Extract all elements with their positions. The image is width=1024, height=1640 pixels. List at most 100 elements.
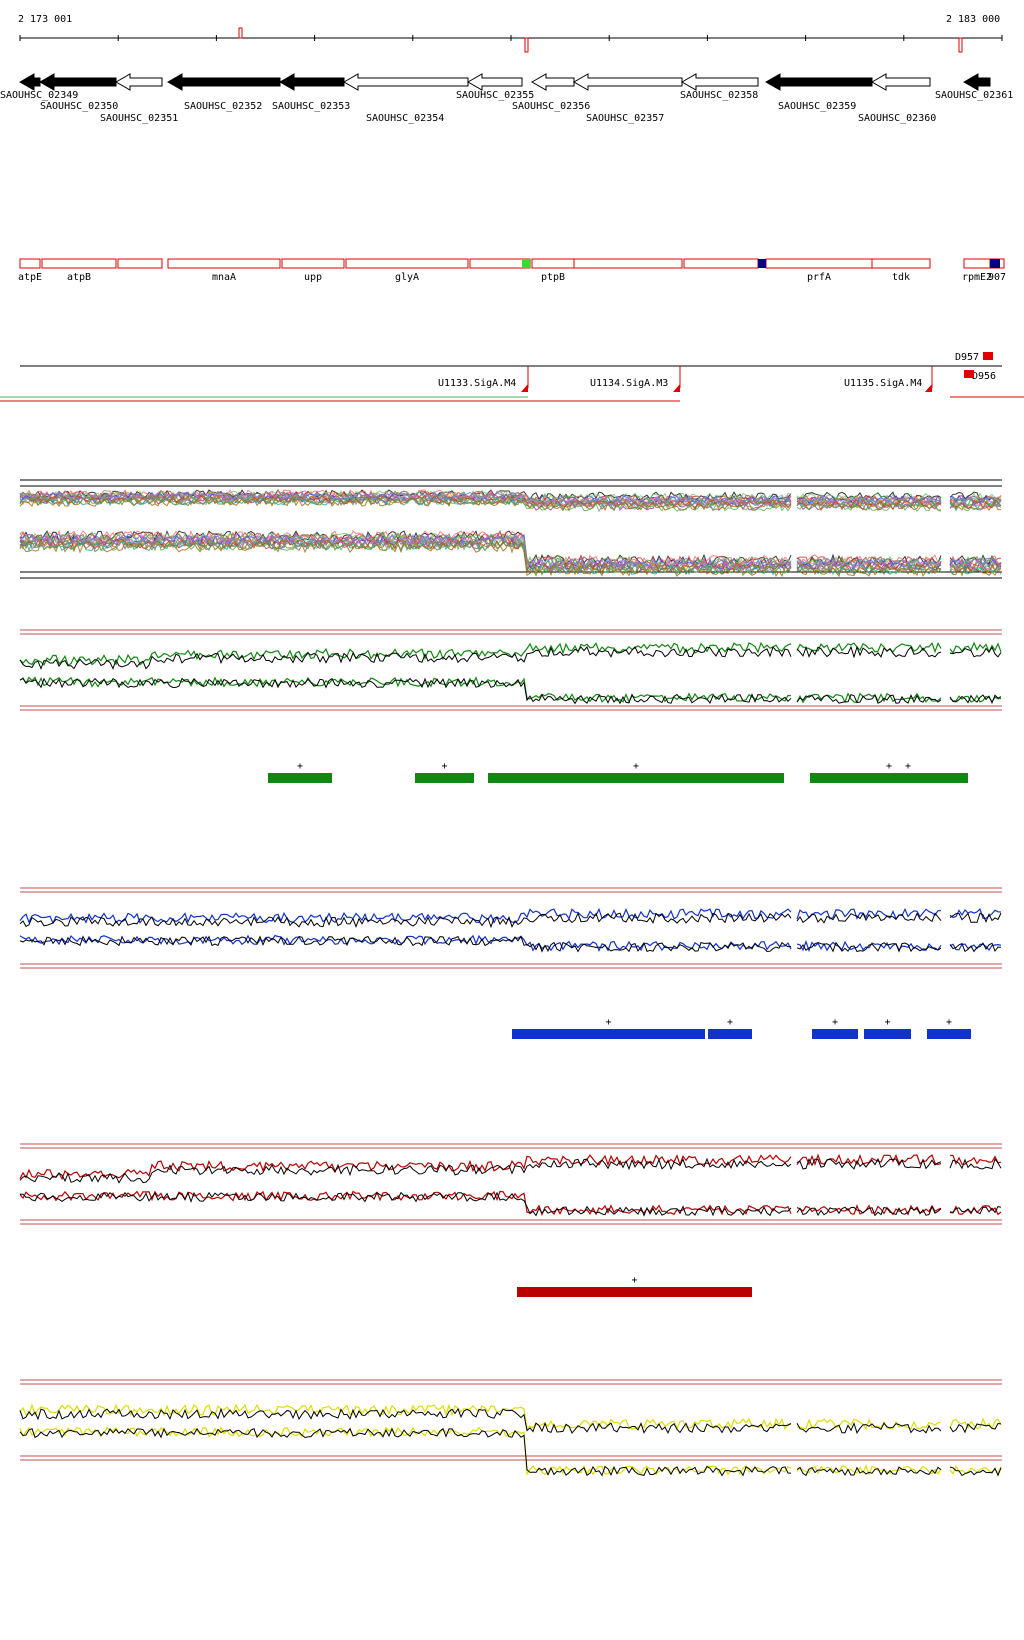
segment-bar	[268, 773, 332, 783]
segment-label: +	[884, 1017, 890, 1028]
gene-arrow	[572, 73, 683, 91]
gene-id-label: SAOUHSC_02351	[100, 113, 178, 124]
profile-line-black	[19, 1427, 1002, 1477]
profile-line-black	[19, 1157, 1002, 1184]
gene-name-label: tdk	[892, 272, 910, 283]
expression-profiles-multi	[19, 479, 1002, 579]
segment-label: +	[832, 1017, 838, 1028]
gene-arrow	[680, 73, 759, 91]
segment-bar	[927, 1029, 971, 1039]
segment-label: +	[633, 761, 639, 772]
segment-label: +	[905, 761, 911, 772]
gene-id-label: SAOUHSC_02350	[40, 101, 118, 112]
ruler-signal-mark	[524, 37, 529, 53]
terminator-label-2: D956	[972, 371, 996, 382]
segment-track-red: +	[517, 1275, 752, 1297]
gene-id-label: SAOUHSC_02356	[512, 101, 590, 112]
gene-name-label: atpB	[67, 272, 91, 283]
gene-arrow	[278, 73, 345, 91]
segment-bar	[488, 773, 784, 783]
gene-arrow	[870, 73, 931, 91]
ruler-signal-mark	[238, 27, 243, 39]
profile-line-black	[19, 1191, 1002, 1217]
gene-arrow	[166, 73, 281, 91]
position-ruler: 2 173 001 2 183 000	[18, 14, 1002, 39]
terminator-mark	[983, 352, 993, 360]
expression-profile-red	[19, 1143, 1002, 1225]
promoter-flag	[925, 384, 932, 392]
gene-name-box	[345, 258, 469, 269]
gene-arrow	[114, 73, 163, 91]
profile-line-colored	[19, 641, 1002, 666]
promoter-flag	[673, 384, 680, 392]
segment-bar	[864, 1029, 911, 1039]
profile-line-colored	[19, 676, 1002, 704]
gene-arrow	[342, 73, 469, 91]
gene-name-box	[167, 258, 281, 269]
gene-arrow	[764, 73, 873, 91]
gene-id-label: SAOUHSC_02354	[366, 113, 444, 124]
segment-label: +	[297, 761, 303, 772]
profile-line-black	[19, 677, 1002, 705]
segment-bar	[512, 1029, 705, 1039]
segment-label: +	[886, 761, 892, 772]
feature-marker-navy	[758, 259, 766, 268]
gene-name-label: ptpB	[541, 272, 565, 283]
gene-id-label: SAOUHSC_02359	[778, 101, 856, 112]
segment-label: +	[441, 761, 447, 772]
gene-name-box	[531, 258, 575, 269]
expression-profile-yellow	[19, 1379, 1002, 1477]
gene-name-box	[683, 258, 759, 269]
gene-name-label: mnaA	[212, 272, 236, 283]
feature-marker-navy	[990, 259, 1000, 268]
gene-name-label: upp	[304, 272, 322, 283]
gene-name-box	[41, 258, 117, 269]
gene-name-box	[117, 258, 163, 269]
segment-label: +	[631, 1275, 637, 1286]
segment-bar	[708, 1029, 752, 1039]
ruler-start-label: 2 173 001	[18, 14, 72, 25]
ruler-signal-mark	[958, 37, 963, 53]
gene-name-label: 907	[988, 272, 1006, 283]
gene-name-box	[281, 258, 345, 269]
profile-line-lower	[19, 538, 1002, 577]
segment-bar	[415, 773, 474, 783]
gene-name-label: glyA	[395, 272, 419, 283]
promoter-marks	[0, 352, 1024, 402]
gene-name-box	[573, 258, 683, 269]
gene-arrow	[466, 73, 523, 91]
promoter-terminator-track: U1133.SigA.M4 U1134.SigA.M3 U1135.SigA.M…	[20, 352, 1002, 389]
gene-arrow	[18, 73, 41, 91]
segment-bar	[810, 773, 968, 783]
gene-name-label: prfA	[807, 272, 831, 283]
expression-profile-blue	[19, 887, 1002, 969]
ruler-ticks	[19, 35, 1003, 41]
profile-line-upper	[19, 495, 1002, 513]
segment-label: +	[946, 1017, 952, 1028]
profile-line-black	[19, 645, 1002, 670]
feature-marker-green	[522, 259, 530, 268]
gene-id-label: SAOUHSC_02355	[456, 90, 534, 101]
gene-id-label: SAOUHSC_02357	[586, 113, 664, 124]
gene-arrow	[38, 73, 117, 91]
terminator-label-1: D957	[955, 352, 979, 363]
gene-name-box	[469, 258, 531, 269]
segment-bar	[812, 1029, 858, 1039]
gene-id-label: SAOUHSC_02360	[858, 113, 936, 124]
profile-line-lower	[19, 537, 1002, 574]
profile-line-colored	[19, 1403, 1002, 1431]
ruler-end-label: 2 183 000	[946, 14, 1000, 25]
segment-bar	[517, 1287, 752, 1297]
promoter-flag	[521, 384, 528, 392]
gene-name-box	[963, 258, 991, 269]
profile-line-black	[19, 935, 1002, 953]
ruler-signal-marks	[238, 27, 963, 53]
segment-track-green: + + + + +	[268, 761, 968, 783]
promoter-label-1: U1133.SigA.M4	[438, 378, 516, 389]
promoter-label-3: U1135.SigA.M4	[844, 378, 922, 389]
segment-label: +	[605, 1017, 611, 1028]
segment-track-blue: + + + + +	[512, 1017, 971, 1039]
gene-arrow	[962, 73, 991, 91]
